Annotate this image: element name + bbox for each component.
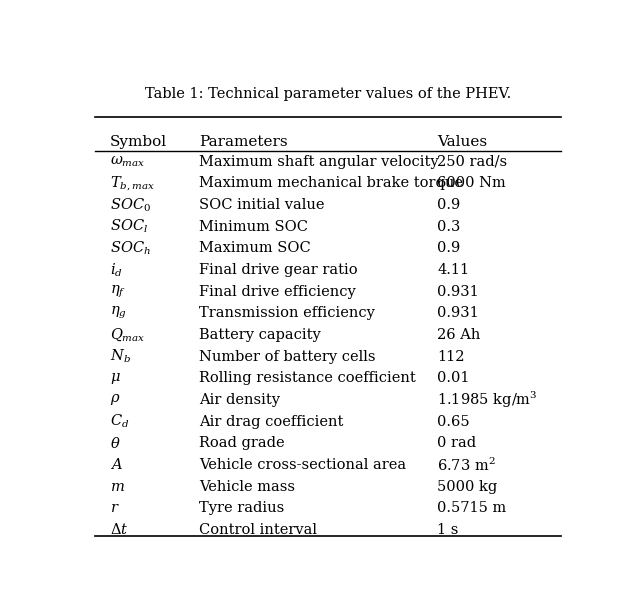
Text: 0.931: 0.931 xyxy=(437,285,479,299)
Text: Air drag coefficient: Air drag coefficient xyxy=(199,415,344,429)
Text: Tyre radius: Tyre radius xyxy=(199,501,284,515)
Text: Road grade: Road grade xyxy=(199,436,285,450)
Text: $m$: $m$ xyxy=(110,480,125,493)
Text: Maximum shaft angular velocity: Maximum shaft angular velocity xyxy=(199,155,438,169)
Text: 112: 112 xyxy=(437,350,465,364)
Text: SOC initial value: SOC initial value xyxy=(199,198,324,212)
Text: Transmission efficiency: Transmission efficiency xyxy=(199,307,375,320)
Text: 26 Ah: 26 Ah xyxy=(437,328,481,342)
Text: $SOC_l$: $SOC_l$ xyxy=(110,218,148,236)
Text: Values: Values xyxy=(437,135,487,149)
Text: $\eta_f$: $\eta_f$ xyxy=(110,283,126,300)
Text: Control interval: Control interval xyxy=(199,523,317,537)
Text: Number of battery cells: Number of battery cells xyxy=(199,350,376,364)
Text: Rolling resistance coefficient: Rolling resistance coefficient xyxy=(199,371,416,385)
Text: $Q_{max}$: $Q_{max}$ xyxy=(110,327,145,344)
Text: 0.9: 0.9 xyxy=(437,242,460,256)
Text: Table 1: Technical parameter values of the PHEV.: Table 1: Technical parameter values of t… xyxy=(145,87,511,101)
Text: 4.11: 4.11 xyxy=(437,263,469,277)
Text: Final drive gear ratio: Final drive gear ratio xyxy=(199,263,358,277)
Text: 6000 Nm: 6000 Nm xyxy=(437,176,506,191)
Text: 0.5715 m: 0.5715 m xyxy=(437,501,506,515)
Text: 0.3: 0.3 xyxy=(437,220,461,234)
Text: $\mu$: $\mu$ xyxy=(110,371,120,386)
Text: 0.9: 0.9 xyxy=(437,198,460,212)
Text: $\rho$: $\rho$ xyxy=(110,393,120,407)
Text: Vehicle cross-sectional area: Vehicle cross-sectional area xyxy=(199,458,406,472)
Text: $SOC_0$: $SOC_0$ xyxy=(110,196,151,214)
Text: 1.1985 kg/m$^3$: 1.1985 kg/m$^3$ xyxy=(437,390,538,410)
Text: $\omega_{max}$: $\omega_{max}$ xyxy=(110,154,145,169)
Text: $SOC_h$: $SOC_h$ xyxy=(110,240,150,257)
Text: $\eta_g$: $\eta_g$ xyxy=(110,305,127,322)
Text: $N_b$: $N_b$ xyxy=(110,348,131,365)
Text: 250 rad/s: 250 rad/s xyxy=(437,155,508,169)
Text: Maximum mechanical brake torque: Maximum mechanical brake torque xyxy=(199,176,463,191)
Text: Maximum SOC: Maximum SOC xyxy=(199,242,311,256)
Text: $C_d$: $C_d$ xyxy=(110,413,129,430)
Text: Minimum SOC: Minimum SOC xyxy=(199,220,308,234)
Text: 0.01: 0.01 xyxy=(437,371,470,385)
Text: $T_{b,max}$: $T_{b,max}$ xyxy=(110,174,155,192)
Text: Final drive efficiency: Final drive efficiency xyxy=(199,285,356,299)
Text: $\Delta t$: $\Delta t$ xyxy=(110,523,128,537)
Text: 0.65: 0.65 xyxy=(437,415,470,429)
Text: 0.931: 0.931 xyxy=(437,307,479,320)
Text: Battery capacity: Battery capacity xyxy=(199,328,321,342)
Text: Vehicle mass: Vehicle mass xyxy=(199,480,295,493)
Text: 5000 kg: 5000 kg xyxy=(437,480,497,493)
Text: 0 rad: 0 rad xyxy=(437,436,476,450)
Text: $r$: $r$ xyxy=(110,501,120,515)
Text: Parameters: Parameters xyxy=(199,135,287,149)
Text: 1 s: 1 s xyxy=(437,523,458,537)
Text: $A$: $A$ xyxy=(110,458,123,472)
Text: 6.73 m$^2$: 6.73 m$^2$ xyxy=(437,456,496,473)
Text: $\theta$: $\theta$ xyxy=(110,436,120,451)
Text: $i_d$: $i_d$ xyxy=(110,261,123,279)
Text: Symbol: Symbol xyxy=(110,135,167,149)
Text: Air density: Air density xyxy=(199,393,280,407)
